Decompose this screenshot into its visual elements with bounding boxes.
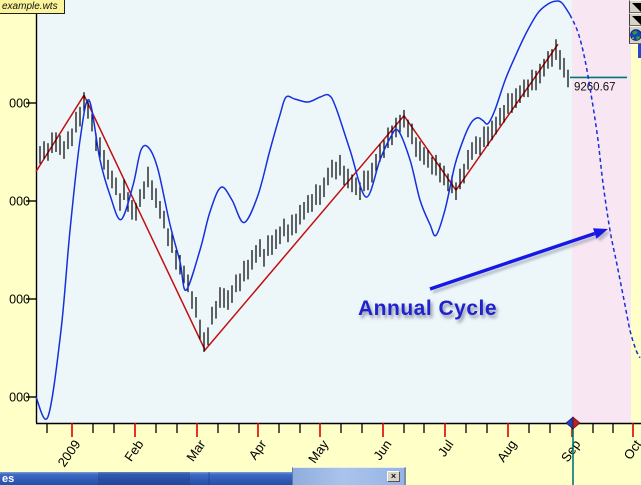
last-price-label: 9260.67 xyxy=(574,81,616,93)
annual-cycle-annotation: Annual Cycle xyxy=(358,297,498,320)
date-marker-diamond[interactable] xyxy=(572,416,581,430)
x-tick-label: Aug xyxy=(494,437,520,465)
future-projection-zone xyxy=(572,0,631,423)
x-tick-label: Sep xyxy=(558,437,584,465)
taskbar[interactable]: es xyxy=(0,472,293,485)
scroll-arrow-button[interactable] xyxy=(629,13,641,26)
x-tick-label: 2009 xyxy=(55,437,84,469)
taskbar-button-divider xyxy=(208,472,210,485)
swing-line xyxy=(35,43,559,352)
x-tick-label: Oct xyxy=(621,437,641,462)
x-tick-label: Feb xyxy=(121,437,146,464)
y-tick-label: 000 xyxy=(9,293,30,307)
annual-cycle-line-projection xyxy=(569,14,641,359)
annotation-arrow xyxy=(429,231,596,291)
scroll-arrow-button[interactable] xyxy=(629,0,641,13)
taskbar-button-divider xyxy=(98,472,190,485)
y-tick-label: 000 xyxy=(9,195,30,209)
globe-icon xyxy=(630,29,641,41)
x-tick-label: Jul xyxy=(435,437,457,459)
scroll-arrow-icon xyxy=(632,16,641,25)
background-window-titlebar[interactable]: × xyxy=(292,467,406,485)
plot-area xyxy=(37,0,631,423)
globe-button[interactable] xyxy=(629,26,641,44)
price-bars xyxy=(39,39,569,352)
taskbar-button-label: es xyxy=(2,473,15,485)
x-tick-label: May xyxy=(305,437,332,466)
annual-cycle-line xyxy=(35,0,571,420)
annotation-arrowhead xyxy=(593,228,608,239)
chart-tab[interactable]: example.wts xyxy=(0,0,65,14)
x-tick-label: Mar xyxy=(183,437,209,464)
corner-toolbar xyxy=(629,0,641,44)
close-icon[interactable]: × xyxy=(387,471,400,482)
x-tick-label: Jun xyxy=(370,437,394,463)
x-tick-label: Apr xyxy=(246,437,270,463)
y-tick-label: 000 xyxy=(9,391,30,405)
scroll-arrow-icon xyxy=(632,3,641,12)
y-tick-label: 000 xyxy=(9,97,30,111)
